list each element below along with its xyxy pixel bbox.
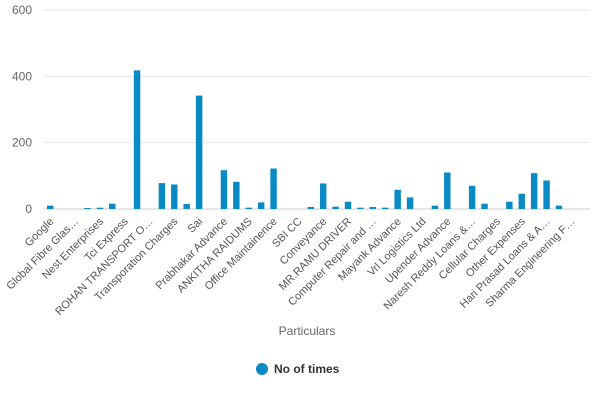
bar[interactable] — [555, 205, 563, 209]
bar[interactable] — [245, 207, 252, 209]
gridlines — [44, 9, 590, 210]
bar[interactable] — [344, 201, 352, 209]
bar[interactable] — [332, 206, 339, 209]
legend-label: No of times — [274, 362, 340, 376]
legend-marker — [256, 363, 268, 375]
bar[interactable] — [133, 70, 141, 209]
bar[interactable] — [257, 202, 265, 209]
bar[interactable] — [543, 180, 550, 209]
y-tick-label: 0 — [25, 202, 32, 216]
bar[interactable] — [270, 168, 277, 209]
bar[interactable] — [84, 208, 91, 209]
bar[interactable] — [220, 170, 228, 209]
bar[interactable] — [233, 181, 240, 209]
bar[interactable] — [307, 207, 315, 209]
bar[interactable] — [481, 203, 488, 209]
bar[interactable] — [518, 193, 525, 209]
bar[interactable] — [109, 203, 116, 209]
bar[interactable] — [46, 205, 54, 209]
bar[interactable] — [382, 207, 389, 209]
bar[interactable] — [369, 207, 377, 209]
legend[interactable]: No of times — [256, 362, 340, 376]
bar[interactable] — [444, 172, 451, 209]
bar[interactable] — [183, 204, 190, 209]
y-tick-label: 600 — [12, 3, 32, 17]
x-tick-label: Sai — [185, 216, 205, 236]
bar[interactable] — [96, 207, 104, 209]
bar[interactable] — [530, 173, 538, 209]
bar-series[interactable] — [46, 70, 563, 209]
x-axis-title: Particulars — [279, 324, 336, 338]
bar[interactable] — [195, 95, 203, 209]
y-tick-label: 200 — [12, 136, 32, 150]
bar[interactable] — [468, 185, 476, 209]
bar[interactable] — [506, 201, 513, 209]
y-tick-label: 400 — [12, 69, 32, 83]
bar[interactable] — [171, 184, 178, 209]
bar[interactable] — [158, 183, 166, 209]
bar[interactable] — [431, 205, 439, 209]
bar[interactable] — [394, 189, 401, 209]
bar[interactable] — [406, 197, 414, 209]
y-axis-ticks: 0 200 400 600 — [12, 3, 32, 216]
bar[interactable] — [319, 183, 327, 209]
bar[interactable] — [357, 207, 364, 209]
